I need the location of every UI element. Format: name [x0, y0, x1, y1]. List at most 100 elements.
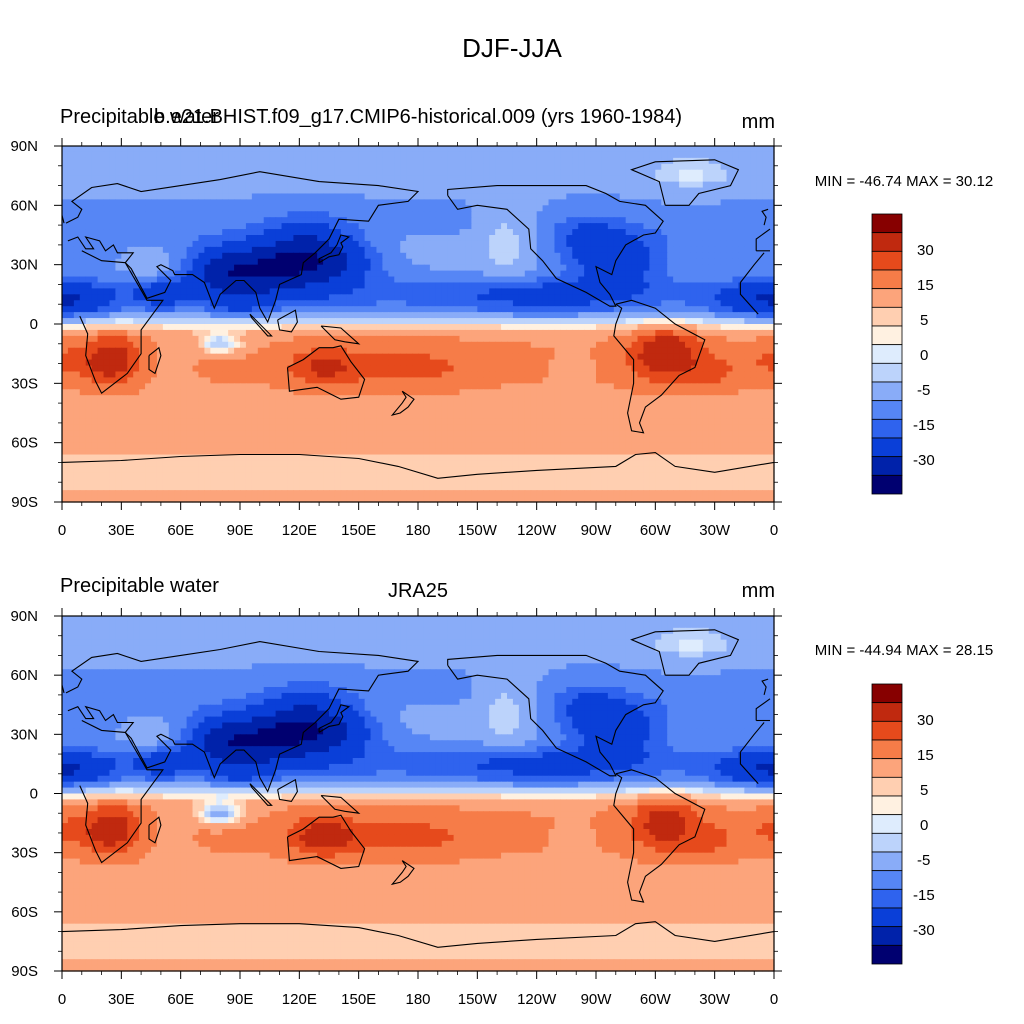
field-cell: [85, 341, 93, 349]
field-cell: [352, 282, 360, 289]
field-cell: [536, 377, 544, 384]
field-cell: [162, 240, 170, 248]
field-cell: [151, 312, 158, 319]
field-cell: [406, 341, 413, 349]
field-cell: [542, 318, 550, 325]
field-cell: [97, 217, 105, 224]
field-cell: [453, 151, 461, 159]
field-cell: [210, 306, 217, 313]
field-cell: [536, 353, 544, 361]
field-cell: [240, 175, 247, 183]
field-cell: [714, 270, 722, 278]
field-cell: [85, 294, 93, 301]
field-cell: [762, 157, 769, 165]
field-cell: [590, 205, 597, 212]
field-cell: [542, 377, 550, 384]
field-cell: [762, 252, 769, 260]
field-cell: [418, 347, 425, 355]
field-cell: [257, 377, 265, 384]
field-cell: [607, 288, 615, 295]
field-cell: [133, 211, 140, 218]
field-cell: [133, 199, 140, 206]
field-cell: [115, 389, 122, 396]
field-cell: [483, 151, 490, 159]
field-cell: [145, 312, 152, 319]
field-cell: [370, 353, 378, 361]
field-cell: [512, 324, 520, 331]
field-cell: [750, 365, 757, 373]
field-cell: [334, 359, 342, 367]
field-cell: [435, 353, 443, 361]
field-cell: [186, 347, 194, 355]
field-cell: [756, 341, 763, 349]
field-cell: [168, 335, 176, 343]
field-cell: [287, 312, 294, 319]
field-cell: [115, 235, 122, 242]
field-cell: [412, 270, 419, 278]
field-cell: [768, 353, 775, 361]
field-cell: [453, 383, 461, 390]
field-cell: [186, 300, 194, 307]
field-cell: [732, 157, 739, 165]
field-cell: [305, 229, 312, 236]
field-cell: [394, 151, 401, 159]
field-cell: [619, 181, 627, 189]
field-cell: [643, 217, 650, 224]
field-cell: [690, 276, 698, 284]
field-cell: [631, 324, 639, 331]
field-cell: [412, 181, 419, 189]
field-cell: [613, 306, 621, 313]
field-cell: [180, 169, 188, 177]
panel-1-map: [61, 146, 775, 503]
field-cell: [690, 211, 698, 218]
field-cell: [186, 359, 194, 367]
field-cell: [245, 187, 253, 195]
field-cell: [156, 341, 164, 349]
field-cell: [655, 371, 662, 378]
field-cell: [447, 353, 455, 361]
field-cell: [720, 300, 728, 307]
field-cell: [471, 146, 478, 153]
field-cell: [518, 288, 526, 295]
field-cell: [554, 300, 561, 307]
field-cell: [156, 181, 164, 189]
field-cell: [198, 377, 205, 384]
field-cell: [334, 223, 342, 230]
field-cell: [317, 383, 324, 390]
field-cell: [483, 217, 490, 224]
field-cell: [139, 377, 146, 384]
field-cell: [423, 306, 431, 313]
field-cell: [180, 365, 188, 373]
field-cell: [423, 163, 431, 171]
field-cell: [548, 217, 556, 224]
field-cell: [418, 335, 425, 343]
field-cell: [334, 246, 342, 254]
field-cell: [139, 151, 146, 159]
field-cell: [317, 163, 324, 171]
field-cell: [222, 318, 229, 325]
field-cell: [133, 300, 140, 307]
field-cell: [257, 329, 265, 337]
field-cell: [329, 276, 336, 284]
field-cell: [702, 217, 710, 224]
field-cell: [85, 211, 93, 218]
field-cell: [352, 181, 360, 189]
field-cell: [406, 276, 413, 284]
field-cell: [566, 217, 573, 224]
field-cell: [323, 276, 330, 284]
field-cell: [429, 151, 437, 159]
field-cell: [679, 294, 686, 301]
field-cell: [121, 217, 128, 224]
field-cell: [655, 146, 662, 153]
field-cell: [103, 389, 111, 396]
field-cell: [299, 193, 306, 200]
field-cell: [204, 270, 211, 278]
field-cell: [67, 258, 75, 266]
field-cell: [596, 329, 603, 337]
field-cell: [97, 235, 105, 242]
field-cell: [109, 324, 116, 331]
field-cell: [79, 193, 87, 200]
field-cell: [613, 175, 621, 183]
field-cell: [495, 365, 502, 373]
field-cell: [305, 389, 312, 396]
